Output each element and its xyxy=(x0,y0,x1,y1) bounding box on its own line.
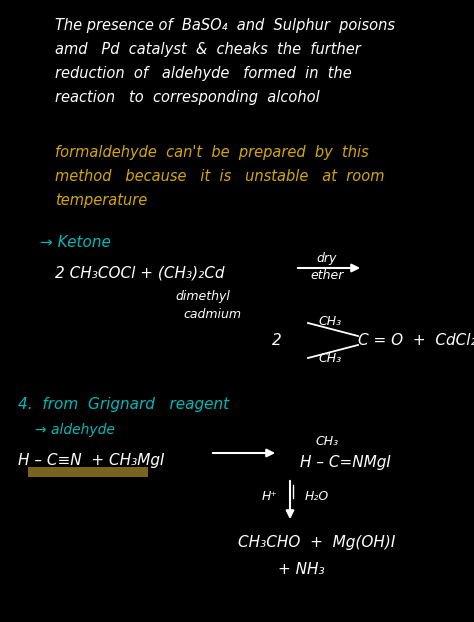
Text: temperature: temperature xyxy=(55,193,147,208)
Text: dimethyl: dimethyl xyxy=(175,290,230,303)
Text: formaldehyde  can't  be  prepared  by  this: formaldehyde can't be prepared by this xyxy=(55,145,369,160)
Text: The presence of  BaSO₄  and  Sulphur  poisons: The presence of BaSO₄ and Sulphur poison… xyxy=(55,18,395,33)
Text: H₂O: H₂O xyxy=(305,490,329,503)
Text: CH₃: CH₃ xyxy=(318,352,341,365)
Text: H – C≡N  + CH₃MgI: H – C≡N + CH₃MgI xyxy=(18,453,164,468)
Text: dry: dry xyxy=(316,252,337,265)
Text: amd   Pd  catalyst  &  cheaks  the  further: amd Pd catalyst & cheaks the further xyxy=(55,42,361,57)
Text: 4.  from  Grignard   reagent: 4. from Grignard reagent xyxy=(18,397,229,412)
Text: reaction   to  corresponding  alcohol: reaction to corresponding alcohol xyxy=(55,90,320,105)
Text: 2: 2 xyxy=(272,333,282,348)
Text: cadmium: cadmium xyxy=(183,308,241,321)
Bar xyxy=(28,467,148,477)
Text: H – C=NMgI: H – C=NMgI xyxy=(300,455,391,470)
Text: CH₃CHO  +  Mg(OH)I: CH₃CHO + Mg(OH)I xyxy=(238,535,395,550)
Text: reduction  of   aldehyde   formed  in  the: reduction of aldehyde formed in the xyxy=(55,66,352,81)
Text: CH₃: CH₃ xyxy=(318,315,341,328)
Text: + NH₃: + NH₃ xyxy=(278,562,325,577)
Text: → Ketone: → Ketone xyxy=(40,235,111,250)
Text: CH₃: CH₃ xyxy=(315,435,338,448)
Text: 2 CH₃COCl + (CH₃)₂Cd: 2 CH₃COCl + (CH₃)₂Cd xyxy=(55,265,225,280)
Text: method   because   it  is   unstable   at  room: method because it is unstable at room xyxy=(55,169,384,184)
Text: C = O  +  CdCl₂: C = O + CdCl₂ xyxy=(358,333,474,348)
Text: ether: ether xyxy=(310,269,343,282)
Text: H⁺: H⁺ xyxy=(262,490,278,503)
Text: → aldehyde: → aldehyde xyxy=(35,423,115,437)
